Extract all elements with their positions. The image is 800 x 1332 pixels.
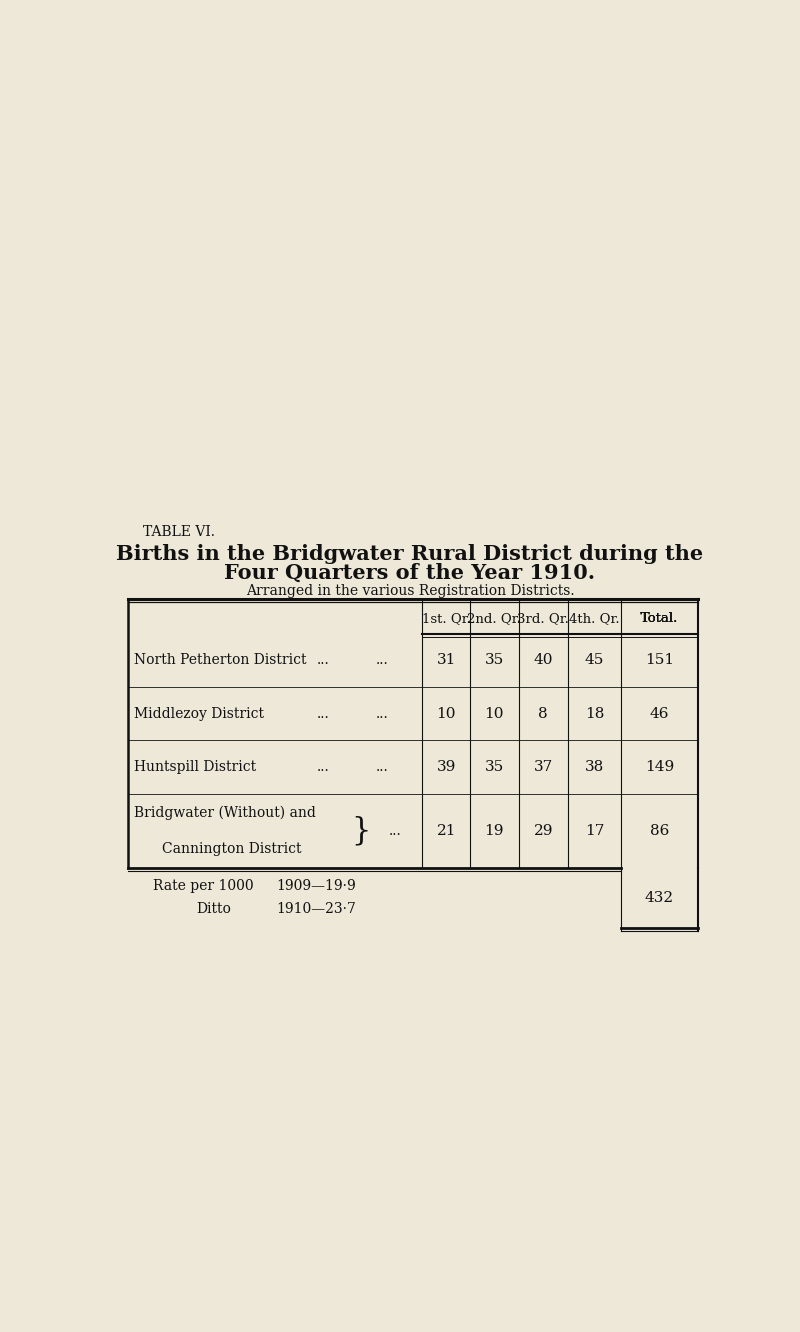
- Text: TABLE VI.: TABLE VI.: [143, 525, 215, 539]
- Text: North Petherton District: North Petherton District: [134, 654, 306, 667]
- Text: 46: 46: [650, 707, 670, 721]
- Text: 37: 37: [534, 761, 553, 774]
- Text: 17: 17: [585, 825, 604, 838]
- Text: 86: 86: [650, 825, 670, 838]
- Text: 2nd. Qr.: 2nd. Qr.: [467, 611, 522, 625]
- Text: Births in the Bridgwater Rural District during the: Births in the Bridgwater Rural District …: [117, 543, 703, 563]
- Text: 432: 432: [645, 891, 674, 906]
- Text: Bridgwater (Without) and: Bridgwater (Without) and: [134, 806, 316, 819]
- Text: 19: 19: [485, 825, 504, 838]
- Text: 35: 35: [485, 761, 504, 774]
- Text: ...: ...: [376, 654, 389, 667]
- Text: 29: 29: [534, 825, 553, 838]
- Text: ...: ...: [317, 761, 330, 774]
- Text: Tᴏtal.: Tᴏtal.: [640, 611, 678, 625]
- Text: 8: 8: [538, 707, 548, 721]
- Text: 151: 151: [645, 654, 674, 667]
- Text: 4th. Qr.: 4th. Qr.: [569, 611, 620, 625]
- Text: Huntspill District: Huntspill District: [134, 761, 256, 774]
- Text: 1909—19·9: 1909—19·9: [277, 879, 357, 892]
- Text: Middlezoy District: Middlezoy District: [134, 707, 264, 721]
- Text: 45: 45: [585, 654, 604, 667]
- Text: 3rd. Qr.: 3rd. Qr.: [518, 611, 570, 625]
- Text: Ditto: Ditto: [196, 902, 231, 916]
- Text: Arranged in the various Registration Districts.: Arranged in the various Registration Dis…: [246, 583, 574, 598]
- Text: 1st. Qr.: 1st. Qr.: [422, 611, 470, 625]
- Text: ...: ...: [376, 761, 389, 774]
- Text: Cannington District: Cannington District: [162, 842, 302, 856]
- Text: Four Quarters of the Year 1910.: Four Quarters of the Year 1910.: [225, 563, 595, 583]
- Text: ...: ...: [376, 707, 389, 721]
- Text: 31: 31: [437, 654, 456, 667]
- Text: ...: ...: [317, 707, 330, 721]
- Text: ...: ...: [388, 825, 401, 838]
- Text: 39: 39: [437, 761, 456, 774]
- Text: 10: 10: [437, 707, 456, 721]
- Text: 18: 18: [585, 707, 604, 721]
- Text: 40: 40: [534, 654, 553, 667]
- Text: ...: ...: [317, 654, 330, 667]
- Text: Rate per 1000: Rate per 1000: [153, 879, 254, 892]
- Text: 35: 35: [485, 654, 504, 667]
- Text: 38: 38: [585, 761, 604, 774]
- Text: 10: 10: [485, 707, 504, 721]
- Text: Total.: Total.: [641, 611, 678, 625]
- Text: 1910—23·7: 1910—23·7: [277, 902, 357, 916]
- Text: }: }: [351, 815, 370, 847]
- Text: 149: 149: [645, 761, 674, 774]
- Text: 21: 21: [437, 825, 456, 838]
- Text: Total.: Total.: [641, 611, 678, 625]
